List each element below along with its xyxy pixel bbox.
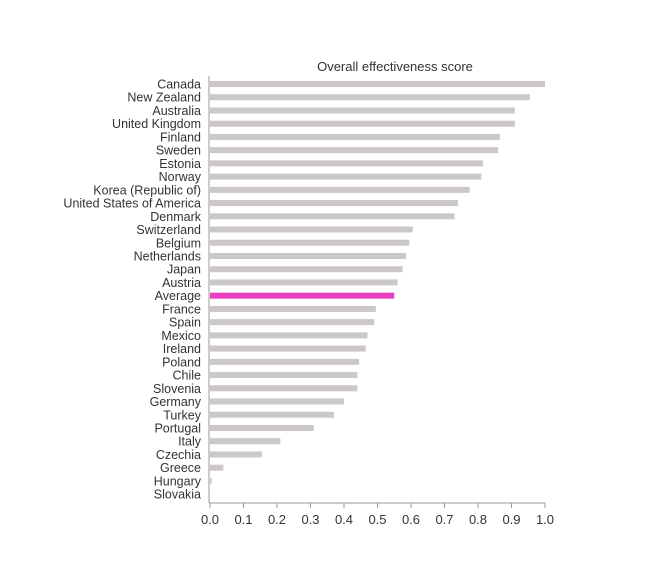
bar-chile (210, 372, 358, 379)
bar-average (210, 292, 395, 299)
x-tick-label: 0.5 (368, 512, 386, 527)
bar-czechia (210, 451, 262, 458)
bar-canada (210, 81, 545, 87)
category-label: Ireland (163, 342, 201, 356)
category-label: France (162, 302, 201, 316)
bar-poland (210, 358, 360, 365)
bar-new-zealand (210, 94, 530, 101)
category-label: Mexico (161, 329, 201, 343)
bar-switzerland (210, 226, 413, 233)
category-label: Italy (178, 435, 202, 449)
category-label: Finland (160, 130, 201, 144)
category-label: Average (155, 289, 201, 303)
x-tick-label: 1.0 (536, 512, 554, 527)
bar-ireland (210, 345, 366, 352)
category-label: Poland (162, 355, 201, 369)
bar-united-states-of-america (210, 200, 458, 207)
bar-hungary (210, 477, 212, 484)
category-label: Slovakia (154, 488, 201, 502)
x-tick-label: 0.0 (201, 512, 219, 527)
category-label: Turkey (163, 408, 201, 422)
bar-finland (210, 133, 500, 140)
chart-title: Overall effectiveness score (317, 59, 473, 74)
x-tick-label: 0.4 (335, 512, 353, 527)
x-tick-label: 0.6 (402, 512, 420, 527)
bar-estonia (210, 160, 484, 167)
bar-belgium (210, 239, 410, 246)
category-label: Denmark (150, 210, 201, 224)
category-label: New Zealand (127, 91, 201, 105)
bar-portugal (210, 424, 314, 431)
x-tick-label: 0.1 (234, 512, 252, 527)
bars-group (210, 81, 545, 484)
category-label: Czechia (156, 448, 201, 462)
bar-mexico (210, 332, 368, 339)
category-label: United Kingdom (112, 117, 201, 131)
category-label: Spain (169, 316, 201, 330)
bar-netherlands (210, 252, 406, 259)
bar-italy (210, 438, 281, 445)
bar-korea-republic-of (210, 186, 470, 193)
bar-norway (210, 173, 482, 180)
bar-united-kingdom (210, 120, 515, 127)
category-label: Norway (159, 170, 202, 184)
bar-japan (210, 266, 403, 273)
category-label: United States of America (63, 197, 201, 211)
category-label: Chile (173, 369, 202, 383)
category-label: Greece (160, 461, 201, 475)
bar-slovenia (210, 385, 358, 392)
category-label: Austria (162, 276, 201, 290)
bar-germany (210, 398, 344, 405)
category-label: Australia (152, 104, 201, 118)
category-label: Canada (157, 78, 201, 92)
category-label: Germany (150, 395, 202, 409)
bar-turkey (210, 411, 334, 418)
bar-denmark (210, 213, 455, 220)
category-label: Portugal (154, 421, 201, 435)
category-label: Korea (Republic of) (93, 183, 201, 197)
bar-sweden (210, 147, 499, 154)
x-tick-label: 0.2 (268, 512, 286, 527)
bar-france (210, 305, 376, 312)
category-label: Japan (167, 263, 201, 277)
bar-austria (210, 279, 398, 286)
x-tick-label: 0.3 (301, 512, 319, 527)
category-label: Switzerland (136, 223, 201, 237)
bar-greece (210, 464, 224, 471)
x-tick-label: 0.7 (435, 512, 453, 527)
x-tick-label: 0.9 (502, 512, 520, 527)
category-label: Estonia (159, 157, 201, 171)
category-label: Belgium (156, 236, 201, 250)
bar-australia (210, 107, 515, 114)
category-label: Netherlands (134, 249, 201, 263)
category-label: Hungary (154, 474, 202, 488)
category-label: Sweden (156, 144, 201, 158)
x-axis-ticks: 0.0 0.1 0.2 0.3 0.4 0.5 0.6 0.7 0.8 0.9 1.0 (201, 503, 554, 527)
bar-spain (210, 319, 375, 326)
x-tick-label: 0.8 (469, 512, 487, 527)
category-label: Slovenia (153, 382, 201, 396)
